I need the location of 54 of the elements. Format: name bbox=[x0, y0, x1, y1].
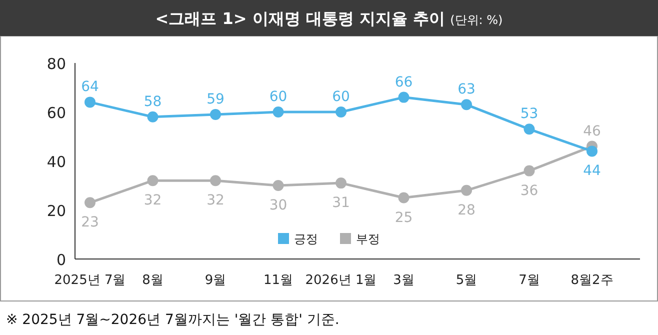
point bbox=[461, 184, 472, 196]
data-label: 30 bbox=[269, 198, 288, 214]
legend-label: 긍정 bbox=[294, 232, 318, 246]
x-tick-label: 5월 bbox=[456, 273, 478, 288]
point bbox=[398, 192, 410, 204]
data-label: 46 bbox=[583, 123, 601, 140]
chart-subtitle: (단위: %) bbox=[450, 13, 503, 27]
data-label: 63 bbox=[458, 82, 476, 98]
text: ※ 2025년 7월~2026년 7월까지는 '월간 통합' 기준. bbox=[6, 312, 340, 328]
point bbox=[524, 124, 535, 135]
legend-label: 부정 bbox=[356, 232, 380, 246]
x-tick-label: 11월 bbox=[263, 273, 294, 288]
chart-title: <그래프 1> 이재명 대통령 지지율 추이 bbox=[155, 9, 446, 28]
point bbox=[272, 106, 284, 118]
x-tick-label: 8월2주 bbox=[570, 273, 614, 288]
data-label: 64 bbox=[81, 79, 99, 96]
x-tick-label: 7월 bbox=[518, 273, 540, 288]
point bbox=[272, 180, 284, 191]
point bbox=[84, 197, 96, 208]
data-label: 66 bbox=[394, 74, 413, 90]
data-label: 59 bbox=[206, 91, 224, 108]
y-tick-label: 80 bbox=[46, 55, 66, 73]
point bbox=[524, 165, 535, 176]
point bbox=[84, 96, 96, 108]
y-tick-label: 0 bbox=[56, 251, 66, 269]
data-label: 28 bbox=[458, 202, 476, 218]
y-tick-label: 40 bbox=[46, 153, 66, 171]
data-label: 58 bbox=[144, 94, 162, 110]
data-label: 31 bbox=[332, 195, 350, 212]
point bbox=[586, 146, 598, 157]
point bbox=[147, 175, 158, 186]
x-tick-label: 2025년 7월 bbox=[54, 273, 126, 288]
data-label: 44 bbox=[583, 163, 601, 180]
y-tick-label: 20 bbox=[46, 202, 66, 220]
x-tick-label: 2026년 1월 bbox=[305, 273, 377, 288]
x-tick-label: 8월 bbox=[142, 273, 164, 288]
point bbox=[147, 111, 158, 122]
x-tick-label: 9월 bbox=[204, 273, 226, 288]
data-label: 36 bbox=[520, 182, 538, 199]
point bbox=[398, 92, 410, 103]
point bbox=[461, 99, 472, 110]
data-label: 53 bbox=[520, 106, 538, 122]
point bbox=[210, 175, 221, 186]
x-tick-label: 3월 bbox=[393, 273, 414, 288]
data-label: 32 bbox=[144, 192, 162, 209]
point bbox=[210, 108, 221, 120]
data-label: 23 bbox=[81, 214, 99, 231]
data-label: 60 bbox=[332, 89, 350, 105]
point bbox=[336, 178, 346, 189]
y-tick-label: 60 bbox=[46, 104, 66, 122]
point bbox=[336, 106, 346, 118]
data-label: 25 bbox=[394, 210, 413, 226]
data-label: 60 bbox=[269, 89, 288, 105]
data-label: 32 bbox=[206, 192, 224, 209]
